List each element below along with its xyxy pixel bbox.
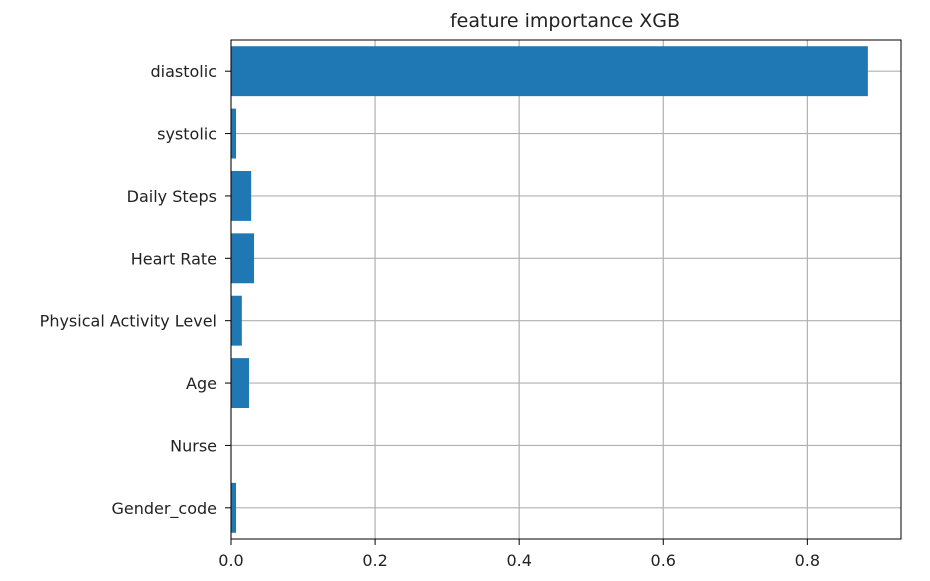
bar [231,233,255,284]
x-tick-label: 0.2 [362,551,387,570]
x-tick-label: 0.0 [218,551,243,570]
plot-frame [230,39,902,540]
y-tick-label: Physical Activity Level [40,312,217,331]
y-tick-labels: diastolic systolic Daily Steps Heart Rate Ph… [40,62,217,519]
y-tick-label: Nurse [170,436,217,455]
bar [231,358,250,409]
x-tick-label: 0.8 [795,551,820,570]
y-tick-label: Heart Rate [131,249,217,268]
x-tick-label: 0.6 [651,551,676,570]
axes-layer [225,39,902,545]
x-tick-label: 0.4 [506,551,531,570]
y-tick-label: Gender_code [111,499,217,519]
bar [231,482,237,533]
bar [231,46,868,97]
y-tick-label: diastolic [151,62,218,81]
x-tick-labels: 0.0 0.2 0.4 0.6 0.8 [218,551,820,570]
y-tick-label: Daily Steps [127,187,217,206]
bar [231,108,237,159]
y-tick-label: systolic [157,125,217,144]
chart-title: feature importance XGB [450,10,680,32]
grid-layer [230,40,901,539]
bar [231,170,252,221]
bar [231,295,242,346]
bars-layer [231,46,868,533]
y-tick-label: Age [186,374,217,393]
